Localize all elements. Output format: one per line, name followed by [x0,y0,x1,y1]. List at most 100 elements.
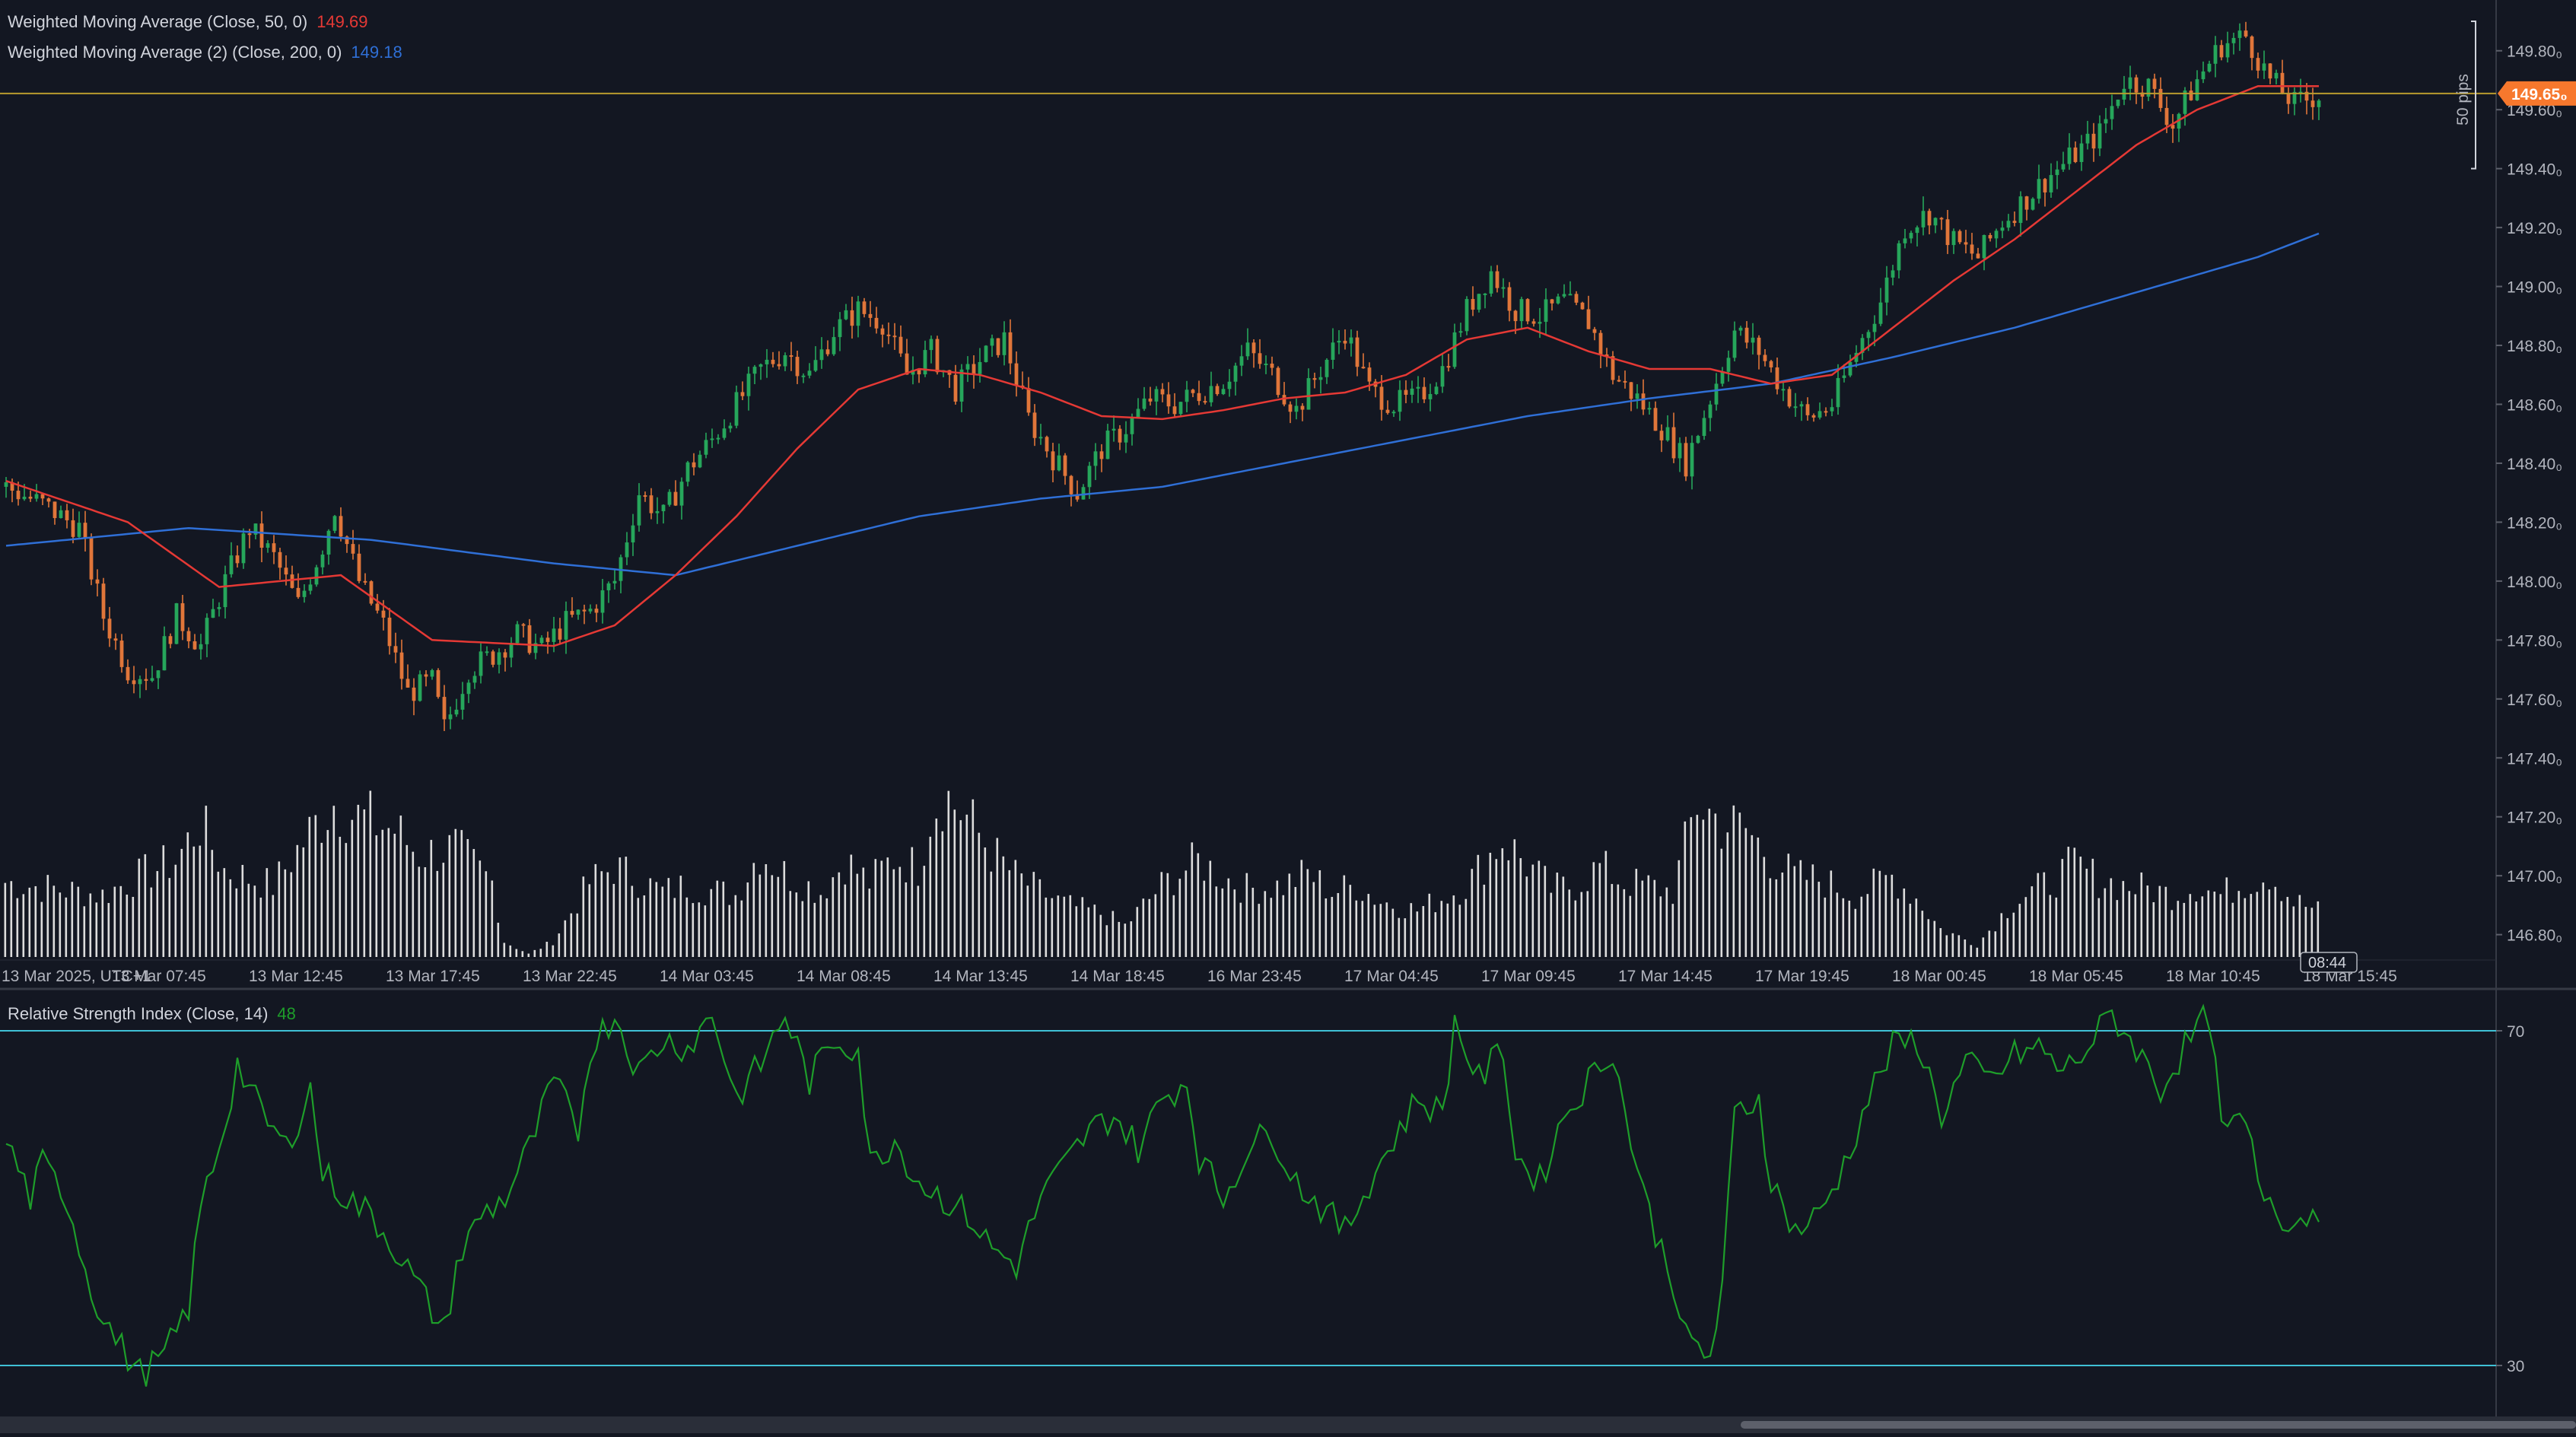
volume-bar [1854,908,1857,957]
legend-wma50[interactable]: Weighted Moving Average (Close, 50, 0) 14… [8,12,367,32]
candle-body [1282,395,1286,405]
volume-bar [2158,885,2161,957]
volume-bar [576,913,579,957]
volume-bar [758,874,762,957]
candle-body [2018,196,2023,224]
candle-body [442,697,447,720]
candle-body [545,637,550,642]
volume-bar [990,871,993,957]
volume-bar [1124,924,1127,957]
candle-body [52,501,57,519]
candle-body [1884,277,1889,303]
volume-bar [436,870,439,957]
volume-bar [1957,935,1961,957]
price-axis-label: 147.20₀ [2507,809,2562,827]
volume-bar [278,861,281,957]
candle-body [1507,287,1512,311]
candle-body [314,567,319,585]
candle-body [667,491,672,505]
candle-body [807,370,812,376]
candle-body [83,523,87,538]
volume-bar [2171,910,2174,957]
volume-bar [1477,854,1480,957]
legend-rsi[interactable]: Relative Strength Index (Close, 14) 48 [8,1004,296,1024]
scrollbar-thumb[interactable] [1741,1421,2576,1429]
volume-bar [1014,860,1017,957]
legend-rsi-value: 48 [277,1004,296,1023]
candle-body [1951,230,1956,246]
candle-body [2024,196,2029,210]
volume-bar [1020,873,1023,957]
candle-body [1136,409,1140,418]
candle-body [186,631,191,641]
volume-bar [1811,864,1814,957]
candle-body [856,301,860,326]
candle-body [1142,398,1146,409]
volume-bar [296,844,299,957]
volume-bar [1769,878,1772,957]
candle-body [272,543,276,552]
volume-bar [119,885,122,957]
volume-bar [844,884,847,957]
candle-body [1915,227,1919,234]
volume-bar [2134,894,2137,957]
volume-bar [1428,893,1431,957]
volume-bar [819,895,822,957]
volume-bar [4,882,7,957]
candle-body [2225,43,2230,58]
candle-body [1172,406,1177,415]
volume-bar [448,835,451,957]
volume-bar [637,898,640,957]
candle-body [1038,437,1043,439]
volume-bar [655,882,658,957]
volume-bar [643,895,646,957]
candle-body [387,617,392,647]
candle-body [704,440,708,455]
candle-body [2091,133,2096,149]
candle-body [2250,36,2254,59]
volume-bar [1051,898,1054,957]
volume-bar [1367,894,1370,957]
price-axis-label: 147.40₀ [2507,750,2562,768]
candle-body [2292,91,2297,104]
candle-body [168,636,173,644]
volume-bar [941,831,944,957]
volume-bar [673,898,676,957]
volume-bar [1580,892,1583,957]
current-price-tag [2498,81,2576,106]
volume-bar [1197,853,1200,957]
volume-bar [1306,869,1309,957]
volume-bar [156,871,159,957]
candle-body [1325,359,1329,377]
volume-bar [192,846,196,957]
candle-body [1404,389,1408,395]
volume-bar [1130,921,1133,957]
volume-bar [1592,862,1595,957]
volume-bar [649,878,652,957]
candle-body [905,353,909,375]
volume-bar [2031,886,2034,957]
volume-bar [1221,888,1224,957]
volume-bar [1994,931,1997,957]
volume-bar [801,901,804,957]
candle-body [527,625,532,653]
candle-body [284,567,288,575]
horizontal-scrollbar[interactable] [0,1416,2576,1433]
volume-bar [235,888,238,957]
candle-body [716,437,720,440]
candle-body [497,652,501,665]
candle-body [2043,179,2047,192]
legend-wma200[interactable]: Weighted Moving Average (2) (Close, 200,… [8,43,402,62]
volume-bar [1690,817,1693,957]
candle-body [302,590,307,597]
candle-body [1087,466,1092,488]
candle-body [1045,437,1049,452]
volume-bar [1294,886,1297,957]
candle-body [1927,211,1932,226]
volume-bar [83,906,86,957]
volume-bar [1045,897,1048,957]
candle-body [2237,30,2242,38]
candle-body [1945,219,1950,246]
